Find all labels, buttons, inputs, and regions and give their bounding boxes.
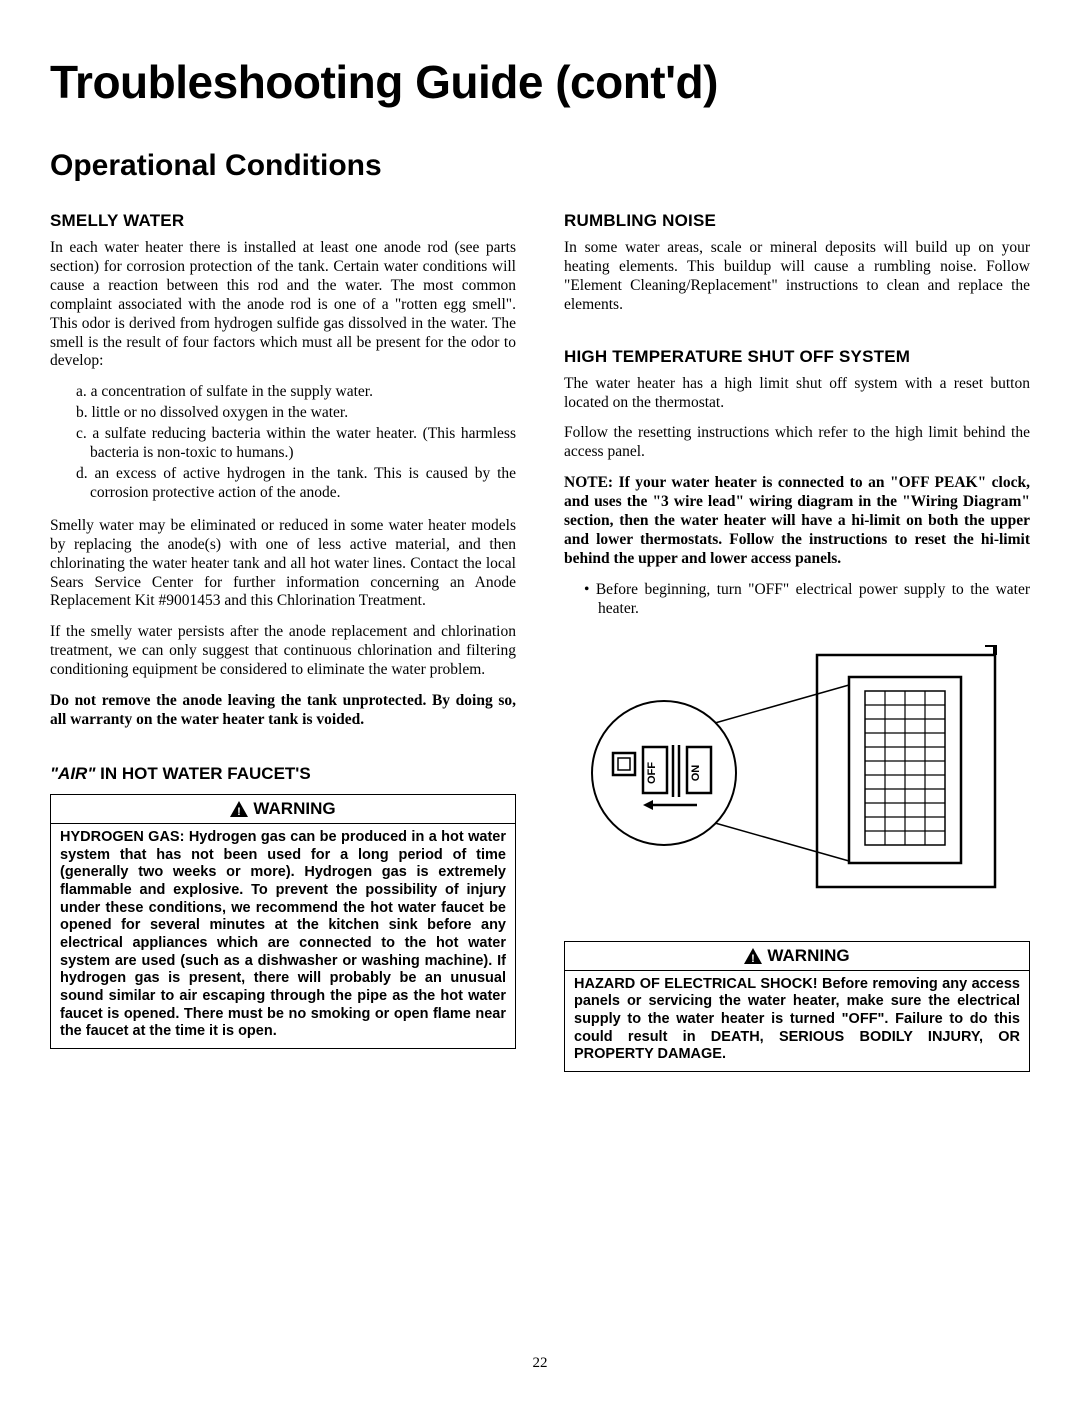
rumbling-p1: In some water areas, scale or mineral de… <box>564 239 1030 315</box>
smelly-water-p1: In each water heater there is installed … <box>50 239 516 371</box>
section-title: Operational Conditions <box>50 149 1030 183</box>
air-head-italic: "AIR" <box>50 764 95 783</box>
list-item: • Before beginning, turn "OFF" electrica… <box>584 581 1030 619</box>
high-temp-bullets: • Before beginning, turn "OFF" electrica… <box>584 581 1030 619</box>
list-item: c. a sulfate reducing bacteria within th… <box>76 425 516 463</box>
warning-triangle-icon: ! <box>744 948 762 964</box>
smelly-water-p4: Do not remove the anode leaving the tank… <box>50 692 516 730</box>
svg-text:!: ! <box>238 806 242 817</box>
off-label: OFF <box>646 761 658 783</box>
rumbling-head: RUMBLING NOISE <box>564 211 1030 231</box>
list-item: d. an excess of active hydrogen in the t… <box>76 465 516 503</box>
svg-text:!: ! <box>752 953 756 964</box>
shock-warning-body: HAZARD OF ELECTRICAL SHOCK! Before remov… <box>565 971 1029 1071</box>
warning-header: ! WARNING <box>565 942 1029 971</box>
smelly-water-list: a. a concentration of sulfate in the sup… <box>76 383 516 502</box>
warning-label: WARNING <box>767 946 849 966</box>
high-temp-p1: The water heater has a high limit shut o… <box>564 375 1030 413</box>
on-label: ON <box>690 764 702 781</box>
high-temp-head: HIGH TEMPERATURE SHUT OFF SYSTEM <box>564 347 1030 367</box>
page-title: Troubleshooting Guide (cont'd) <box>50 55 1030 109</box>
warning-header: ! WARNING <box>51 795 515 824</box>
smelly-water-p2: Smelly water may be eliminated or reduce… <box>50 517 516 612</box>
air-head: "AIR" IN HOT WATER FAUCET'S <box>50 764 516 784</box>
air-head-rest: IN HOT WATER FAUCET'S <box>95 764 310 783</box>
list-item: b. little or no dissolved oxygen in the … <box>76 404 516 423</box>
smelly-water-head: SMELLY WATER <box>50 211 516 231</box>
smelly-water-p3: If the smelly water persists after the a… <box>50 623 516 680</box>
page-number: 22 <box>0 1355 1080 1372</box>
warning-label: WARNING <box>253 799 335 819</box>
high-temp-p2: Follow the resetting instructions which … <box>564 424 1030 462</box>
right-column: RUMBLING NOISE In some water areas, scal… <box>564 211 1030 1072</box>
high-temp-note: NOTE: If your water heater is connected … <box>564 474 1030 569</box>
list-item: a. a concentration of sulfate in the sup… <box>76 383 516 402</box>
two-column-layout: SMELLY WATER In each water heater there … <box>50 211 1030 1072</box>
thermostat-figure: OFF ON <box>564 645 1030 897</box>
hydrogen-warning-box: ! WARNING HYDROGEN GAS: Hydrogen gas can… <box>50 794 516 1049</box>
thermostat-diagram: OFF ON <box>587 645 1007 897</box>
left-column: SMELLY WATER In each water heater there … <box>50 211 516 1072</box>
shock-warning-box: ! WARNING HAZARD OF ELECTRICAL SHOCK! Be… <box>564 941 1030 1072</box>
warning-triangle-icon: ! <box>230 801 248 817</box>
hydrogen-warning-body: HYDROGEN GAS: Hydrogen gas can be produc… <box>51 824 515 1048</box>
